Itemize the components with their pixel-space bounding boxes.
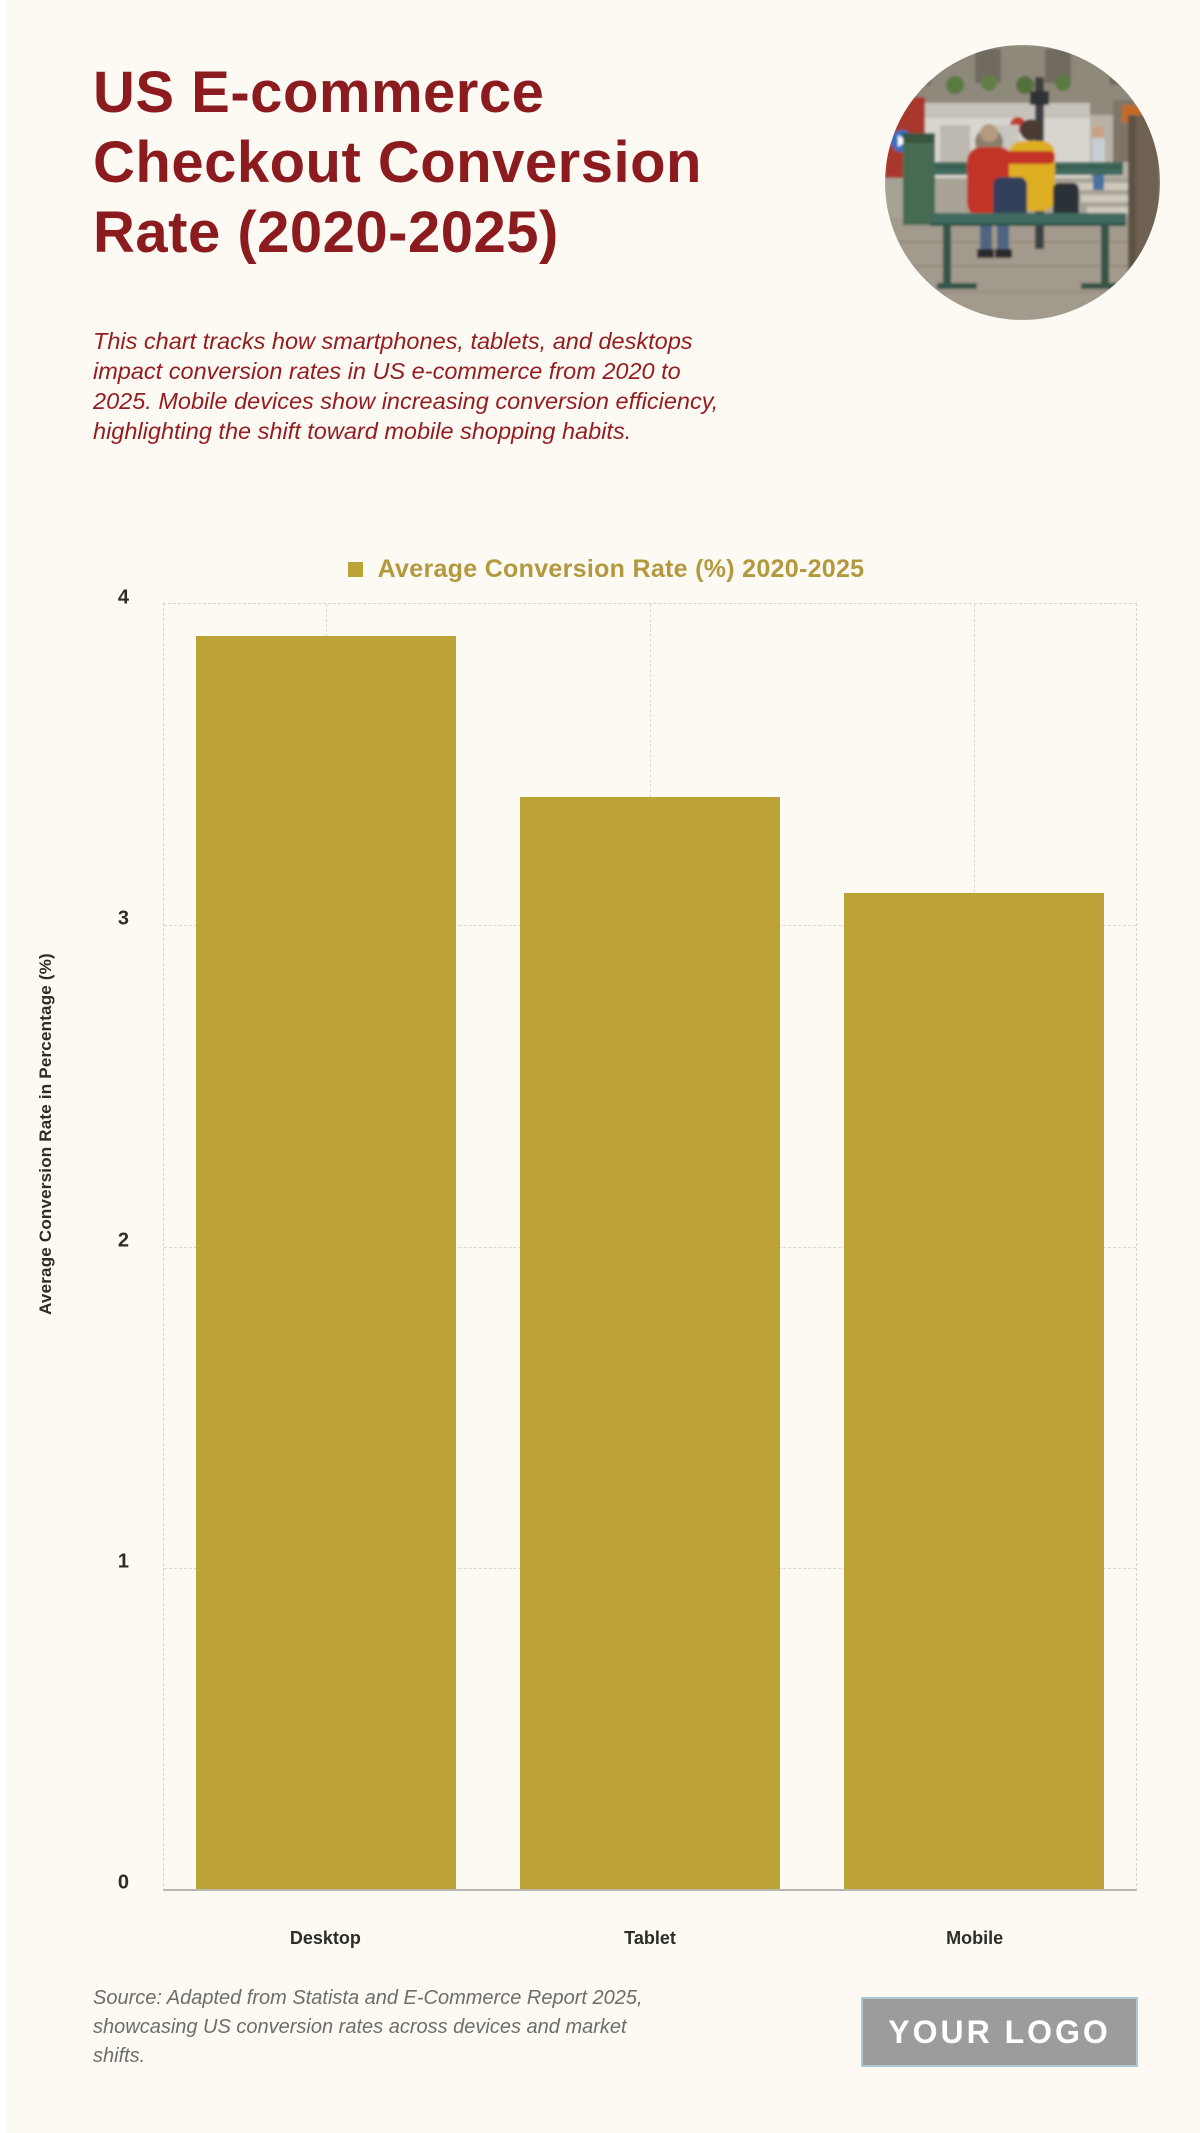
x-tick-label-desktop: Desktop (289, 1928, 361, 1948)
bar-chart-plot-area: 0 1 2 3 4 (118, 587, 1137, 1894)
bar-mobile (844, 893, 1104, 1889)
y-tick-label-4: 4 (117, 586, 129, 609)
chart-legend: Average Conversion Rate (%) 2020-2025 (119, 552, 1093, 586)
street-bench-photo (885, 45, 1160, 320)
bar-desktop (195, 636, 456, 1889)
x-tick-label-tablet: Tablet (624, 1928, 676, 1948)
x-tick-label-mobile: Mobile (946, 1928, 1004, 1948)
logo-box: YOUR LOGO (861, 1997, 1138, 2067)
y-tick-label-2: 2 (117, 1229, 129, 1251)
left-edge-strip (0, 0, 6, 2133)
y-axis-title: Average Conversion Rate in Percentage (%… (36, 953, 55, 1315)
bar-tablet (520, 796, 780, 1889)
page-title: US E-commerce Checkout Conversion Rate (… (93, 60, 702, 265)
y-tick-label-1: 1 (117, 1550, 129, 1573)
logo-text: YOUR LOGO (888, 2013, 1111, 2050)
street-scene-illustration (885, 45, 1160, 320)
page-description: This chart tracks how smartphones, table… (93, 328, 719, 444)
legend-label: Average Conversion Rate (%) 2020-2025 (377, 554, 865, 583)
y-tick-label-3: 3 (117, 907, 129, 930)
x-axis-labels: Desktop Tablet Mobile (163, 1928, 1137, 1950)
y-tick-label-0: 0 (117, 1871, 129, 1894)
source-note: Source: Adapted from Statista and E-Comm… (93, 1987, 643, 2067)
legend-swatch (347, 561, 363, 577)
